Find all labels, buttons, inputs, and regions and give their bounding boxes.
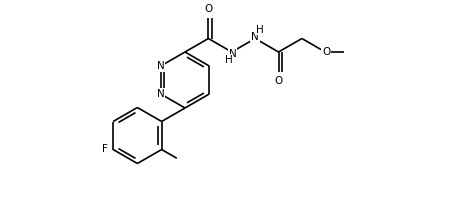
Text: N: N: [157, 89, 164, 99]
Text: F: F: [102, 145, 108, 154]
Text: N: N: [251, 31, 259, 42]
Text: N: N: [157, 61, 164, 71]
Text: N: N: [229, 49, 237, 59]
Text: H: H: [256, 25, 264, 34]
Text: O: O: [274, 76, 283, 86]
Text: O: O: [322, 47, 330, 57]
Text: O: O: [204, 4, 213, 14]
Text: H: H: [225, 55, 233, 65]
